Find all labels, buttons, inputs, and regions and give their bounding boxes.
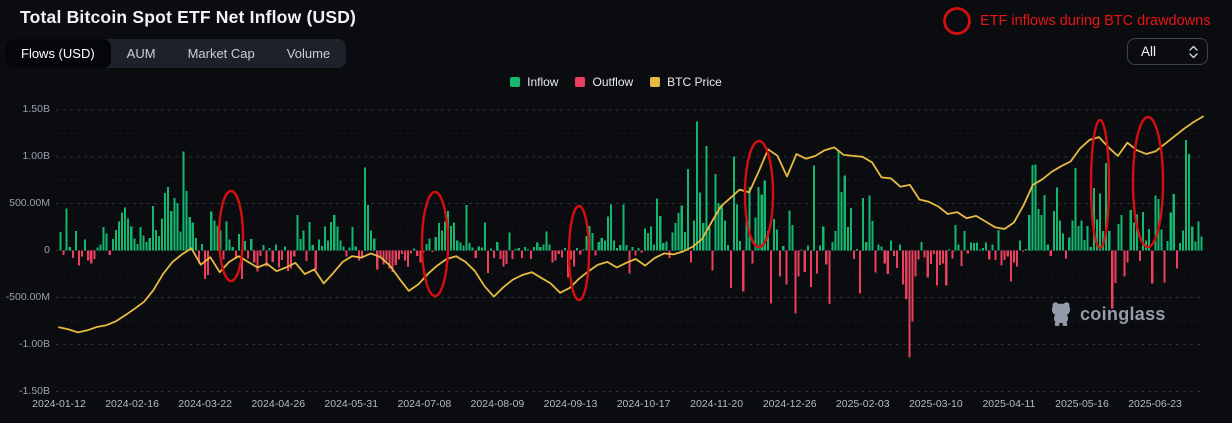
x-tick-label: 2024-03-22 xyxy=(178,398,232,410)
range-select-dropdown[interactable]: All xyxy=(1127,38,1208,65)
legend-label: Outflow xyxy=(592,75,634,89)
annotation-label: ETF inflows during BTC drawdowns xyxy=(980,13,1211,29)
drawdown-ellipse xyxy=(217,189,245,283)
legend-item-inflow[interactable]: Inflow xyxy=(510,75,558,89)
tab-flows-usd[interactable]: Flows (USD) xyxy=(5,39,111,68)
legend-item-outflow[interactable]: Outflow xyxy=(575,75,633,89)
red-circle-icon xyxy=(943,7,971,35)
range-select-value: All xyxy=(1141,44,1157,59)
x-tick-label: 2025-04-11 xyxy=(982,398,1036,410)
drawdown-ellipse xyxy=(743,139,775,249)
tab-market-cap[interactable]: Market Cap xyxy=(187,46,255,61)
y-tick-label: 1.50B xyxy=(22,103,50,116)
coinglass-bear-icon xyxy=(1052,302,1070,326)
drawdown-ellipse-annotations xyxy=(217,115,1165,302)
chart-legend: Inflow Outflow BTC Price xyxy=(0,75,1232,89)
x-tick-label: 2024-11-20 xyxy=(690,398,744,410)
x-tick-label: 2025-02-03 xyxy=(835,398,890,410)
y-tick-label: 0 xyxy=(44,244,50,257)
x-tick-label: 2024-10-17 xyxy=(616,398,671,410)
y-tick-label: -1.50B xyxy=(19,384,50,397)
chevron-up-down-icon xyxy=(1189,45,1198,58)
btc-price-line xyxy=(58,115,1204,334)
page-title: Total Bitcoin Spot ETF Net Inflow (USD) xyxy=(20,7,357,27)
watermark-label: coinglass xyxy=(1080,303,1166,324)
drawdown-ellipse xyxy=(1131,115,1165,249)
outflow-swatch-icon xyxy=(575,77,586,87)
drawdown-ellipse xyxy=(420,190,450,298)
x-tick-label: 2024-07-08 xyxy=(397,398,452,410)
drawdown-ellipse xyxy=(567,204,591,302)
x-tick-label: 2024-09-13 xyxy=(543,398,598,410)
watermark: coinglass xyxy=(1049,301,1166,327)
btc-price-swatch-icon xyxy=(650,77,661,87)
annotation-header: ETF inflows during BTC drawdowns xyxy=(942,6,1210,36)
legend-item-btc-price[interactable]: BTC Price xyxy=(650,75,722,89)
y-tick-label: 1.00B xyxy=(22,150,50,163)
y-tick-label: -500.00M xyxy=(5,291,50,303)
tab-aum[interactable]: AUM xyxy=(126,46,156,61)
tab-bar: Flows (USD) AUM Market Cap Volume xyxy=(5,39,347,68)
x-tick-label: 2024-02-16 xyxy=(105,398,159,410)
x-tick-label: 2025-06-23 xyxy=(1128,398,1182,410)
legend-label: Inflow xyxy=(527,75,559,89)
net-flow-bars xyxy=(59,121,1203,358)
x-tick-label: 2024-05-31 xyxy=(324,398,379,410)
legend-label: BTC Price xyxy=(667,75,722,89)
y-tick-label: 500.00M xyxy=(9,197,50,210)
x-tick-label: 2025-05-16 xyxy=(1055,398,1109,410)
x-tick-label: 2024-04-26 xyxy=(251,398,306,410)
x-tick-label: 2025-03-10 xyxy=(908,398,963,410)
inflow-swatch-icon xyxy=(510,77,521,87)
x-tick-label: 2024-01-12 xyxy=(32,398,86,410)
tab-volume[interactable]: Volume xyxy=(286,46,331,61)
x-tick-label: 2024-12-26 xyxy=(762,398,817,410)
x-tick-label: 2024-08-09 xyxy=(470,398,525,410)
y-tick-label: -1.00B xyxy=(19,337,50,350)
drawdown-ellipse xyxy=(1089,118,1111,250)
